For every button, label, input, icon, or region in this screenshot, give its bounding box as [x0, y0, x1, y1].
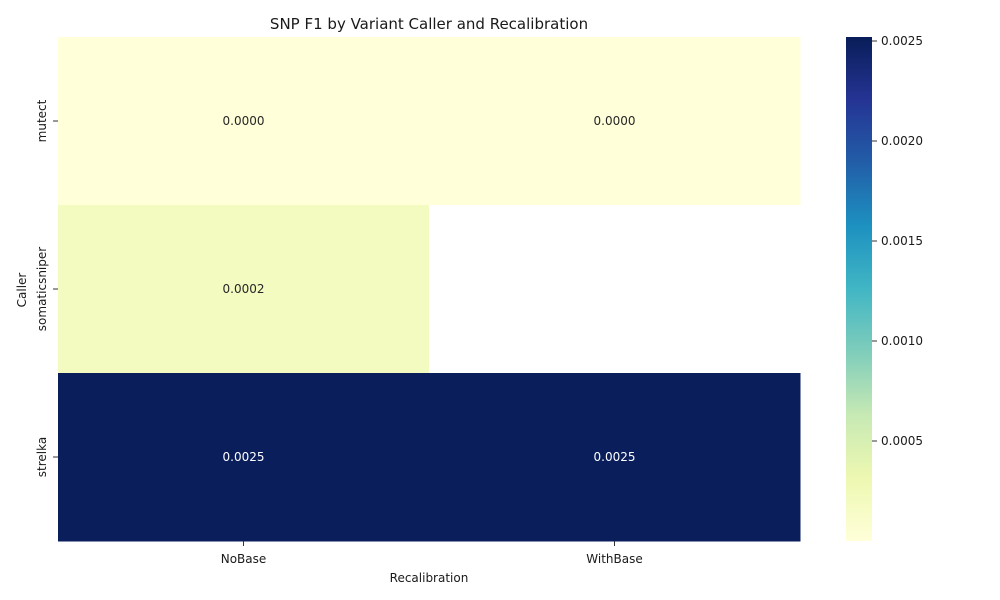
x-axis: NoBase WithBase [221, 541, 643, 566]
colorbar-tick-label: 0.0005 [881, 434, 923, 448]
heatmap-cell-label: 0.0000 [223, 114, 265, 128]
heatmap-cell-label: 0.0025 [594, 450, 636, 464]
y-tick-label: mutect [35, 99, 49, 142]
heatmap-cell-label: 0.0002 [223, 282, 265, 296]
heatmap-cell [58, 37, 430, 206]
heatmap-cell [429, 37, 801, 206]
x-tick-label: NoBase [221, 552, 267, 566]
chart-title: SNP F1 by Variant Caller and Recalibrati… [270, 15, 588, 33]
colorbar-gradient [846, 37, 872, 541]
colorbar-tick-label: 0.0010 [881, 334, 923, 348]
heatmap-cell-label: 0.0000 [594, 114, 636, 128]
y-axis: mutect somaticsniper strelka [35, 99, 58, 477]
y-axis-label: Caller [15, 273, 29, 308]
heatmap-cells [58, 37, 801, 542]
x-axis-label: Recalibration [390, 571, 469, 585]
y-tick-label: strelka [35, 437, 49, 477]
colorbar: 0.0005 0.0010 0.0015 0.0020 0.0025 [846, 34, 923, 541]
colorbar-tick-label: 0.0015 [881, 234, 923, 248]
colorbar-tick-label: 0.0020 [881, 134, 923, 148]
y-tick-label: somaticsniper [35, 247, 49, 331]
x-tick-label: WithBase [586, 552, 642, 566]
colorbar-tick-label: 0.0025 [881, 34, 923, 48]
heatmap-cell-missing [429, 205, 800, 373]
heatmap-cell-labels: 0.0000 0.0000 0.0002 0.0025 0.0025 [223, 114, 636, 464]
heatmap-cell [58, 373, 430, 542]
colorbar-ticks: 0.0005 0.0010 0.0015 0.0020 0.0025 [872, 34, 923, 448]
heatmap-cell [58, 205, 430, 374]
heatmap-cell-label: 0.0025 [223, 450, 265, 464]
heatmap-cell [429, 373, 801, 542]
